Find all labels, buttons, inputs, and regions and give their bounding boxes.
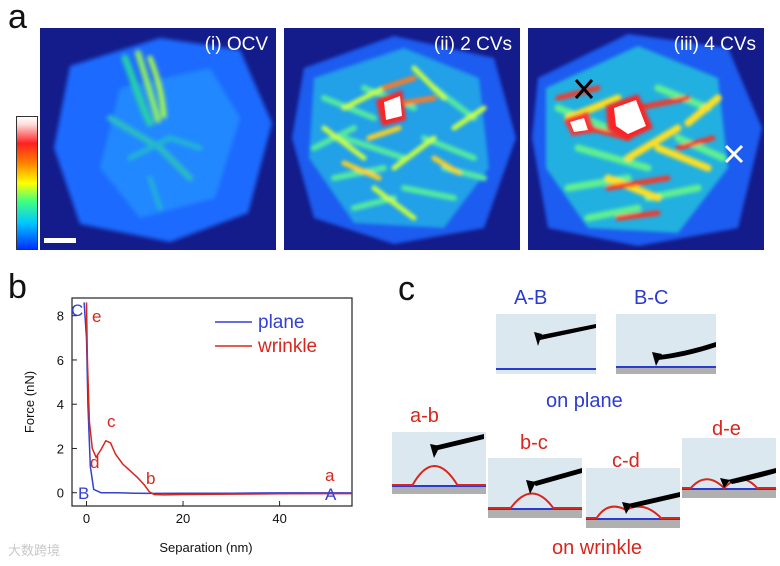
diagram-B-C <box>616 314 716 374</box>
map-label-4cvs: (iii) 4 CVs <box>673 34 756 55</box>
map-label-ocv: (i) OCV <box>204 34 268 55</box>
label-c-d: c-d <box>612 450 640 472</box>
label-on-wrinkle: on wrinkle <box>552 537 643 559</box>
marker-cross-white <box>724 144 744 164</box>
diagram-c-d <box>586 468 680 528</box>
x-tick-label: 40 <box>272 511 286 526</box>
y-tick-label: 8 <box>57 309 64 324</box>
point-label-c: c <box>107 412 116 431</box>
diagram-b-c <box>488 458 582 518</box>
point-label-A: A <box>325 485 337 504</box>
point-label-C: C <box>71 301 83 320</box>
x-tick-label: 0 <box>83 511 90 526</box>
panel-letter-a: a <box>8 0 27 36</box>
y-axis-label: Force (nN) <box>22 371 37 433</box>
point-label-B: B <box>78 484 89 503</box>
marker-cross-black <box>574 79 594 99</box>
map-label-2cvs: (ii) 2 CVs <box>433 34 512 55</box>
label-B-C: B-C <box>634 287 669 309</box>
y-tick-label: 4 <box>57 397 64 412</box>
y-tick-label: 0 <box>57 486 64 501</box>
y-tick-label: 6 <box>57 353 64 368</box>
label-a-b: a-b <box>410 405 439 427</box>
legend-label-wrinkle: wrinkle <box>257 336 317 357</box>
point-label-b: b <box>146 469 155 488</box>
y-tick-label: 2 <box>57 441 64 456</box>
diagram-A-B <box>496 314 596 374</box>
map-2cvs: (ii) 2 CVs <box>284 28 520 250</box>
point-label-a: a <box>325 466 335 485</box>
watermark: 大数跨境 <box>8 543 61 558</box>
x-tick-label: 20 <box>176 511 190 526</box>
map-4cvs: (iii) 4 CVs <box>528 28 764 250</box>
x-axis-label: Separation (nm) <box>159 540 252 555</box>
panel-letter-c: c <box>398 270 415 308</box>
label-d-e: d-e <box>712 418 741 440</box>
plot-frame <box>71 297 353 507</box>
diagram-a-b <box>392 432 486 494</box>
label-on-plane: on plane <box>546 390 623 412</box>
label-A-B: A-B <box>514 287 548 309</box>
point-label-e: e <box>92 307 101 326</box>
panel-letter-b: b <box>8 268 27 306</box>
scale-bar <box>44 238 76 243</box>
label-b-c: b-c <box>520 432 548 454</box>
series-line-wrinkle <box>85 302 352 496</box>
point-label-d: d <box>90 453 99 472</box>
diagram-d-e <box>682 438 776 498</box>
map-ocv: (i) OCV <box>40 28 276 250</box>
colorbar <box>16 116 38 250</box>
legend-label-plane: plane <box>258 312 305 333</box>
series-line-plane <box>83 302 352 495</box>
